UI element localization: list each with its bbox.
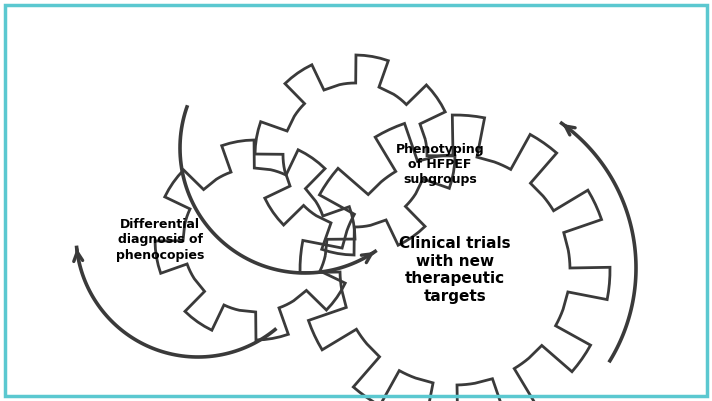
Text: Clinical trials
with new
therapeutic
targets: Clinical trials with new therapeutic tar… [399,237,511,304]
Text: Phenotyping
of HFPEF
subgroups: Phenotyping of HFPEF subgroups [396,144,484,186]
Text: Differential
diagnosis of
phenocopies: Differential diagnosis of phenocopies [116,219,204,261]
